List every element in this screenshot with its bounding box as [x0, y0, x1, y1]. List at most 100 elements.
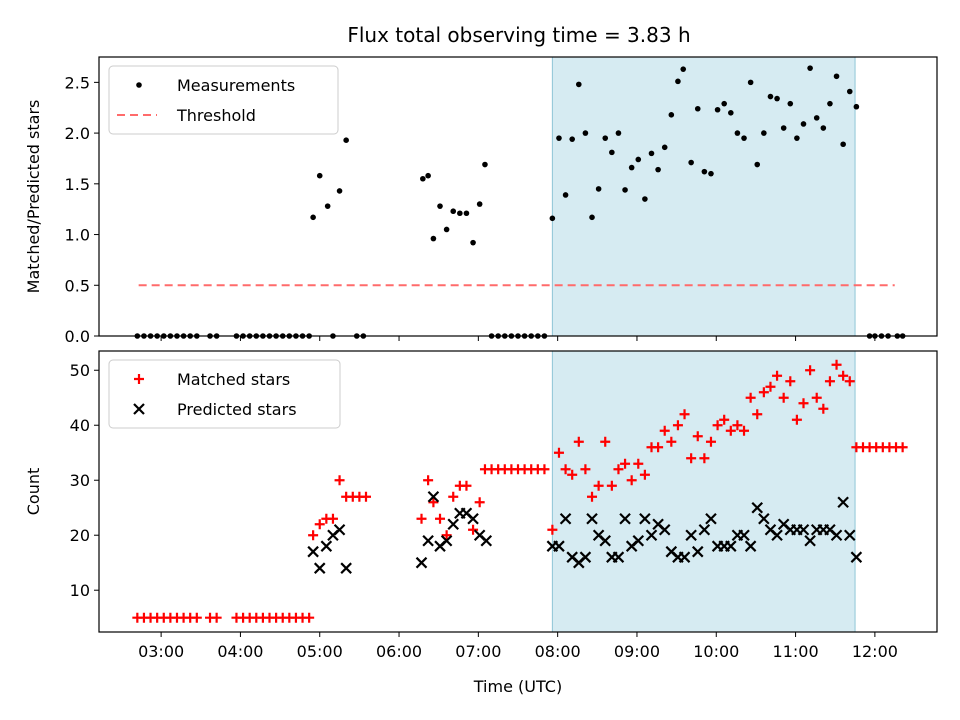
measurement-point [622, 187, 628, 193]
matched-star-point [360, 491, 371, 502]
matched-star-point [712, 420, 723, 431]
matched-star-point [653, 442, 664, 453]
predicted-star-point [725, 540, 737, 552]
measurement-point [734, 130, 741, 136]
matched-star-point [416, 513, 427, 524]
measurement-point [602, 135, 609, 141]
measurement-point [635, 156, 642, 163]
matched-star-point [692, 431, 703, 442]
measurement-point [747, 79, 754, 86]
legend-marker-plus [134, 374, 144, 384]
legend-label: Matched stars [177, 370, 290, 389]
legend: Measurements Threshold [108, 65, 339, 135]
measurement-point [437, 203, 443, 209]
y-axis-label: Count [24, 468, 43, 516]
measurement-point [820, 125, 827, 131]
matched-star-point [732, 420, 743, 431]
measurement-point [430, 235, 437, 242]
measurement-point [609, 149, 615, 156]
matched-star-point [752, 409, 763, 420]
matched-star-point [818, 403, 829, 414]
matched-star-point [567, 469, 578, 480]
legend-label: Measurements [177, 76, 295, 95]
predicted-star-point [320, 540, 333, 552]
matched-star-point [725, 425, 736, 436]
predicted-star-point [744, 540, 757, 552]
matched-star-point [639, 469, 650, 480]
matched-star-point [474, 497, 485, 508]
measurement-point [688, 159, 694, 166]
matched-star-point [824, 376, 835, 387]
y-tick-label: 20 [70, 526, 90, 545]
matched-star-point [633, 458, 644, 469]
measurement-point [761, 130, 767, 136]
predicted-star-point [658, 523, 671, 536]
measurement-point [714, 106, 721, 113]
x-tick-label: 06:00 [376, 642, 422, 661]
matched-star-point [211, 612, 222, 623]
measurement-point [708, 170, 714, 177]
measurement-point [668, 112, 675, 118]
predicted-star-point [797, 523, 810, 536]
matched-star-point [897, 442, 908, 453]
matched-star-point [308, 530, 319, 541]
predicted-star-point [691, 545, 704, 558]
predicted-star-point [619, 512, 631, 525]
y-tick-label: 1.5 [65, 175, 90, 194]
measurement-point [833, 73, 840, 80]
predicted-star-point [685, 529, 697, 541]
matched-star-point [699, 453, 710, 464]
measurement-point [595, 186, 602, 192]
matched-star-point [423, 475, 434, 486]
measurement-point [846, 88, 853, 95]
measurement-point [457, 210, 463, 217]
predicted-star-point [480, 534, 493, 547]
measurement-point [787, 100, 794, 107]
legend-frame [108, 359, 341, 429]
matched-star-point [831, 359, 842, 370]
legend-marker-x [133, 403, 145, 415]
measurement-point [450, 208, 457, 215]
measurement-point [648, 150, 655, 157]
matched-star-point [659, 425, 670, 436]
y-tick-label: 0.0 [65, 327, 90, 346]
matched-star-point [573, 436, 584, 447]
x-tick-label: 12:00 [852, 642, 898, 661]
matched-star-point [778, 392, 789, 403]
matched-star-point [334, 475, 345, 486]
y-tick-label: 1.0 [65, 226, 90, 245]
matched-star-point [719, 414, 730, 425]
matched-star-point [772, 370, 783, 381]
measurement-point [549, 215, 556, 222]
y-tick-label: 10 [70, 581, 90, 600]
measurement-point [853, 103, 860, 110]
measurement-point [324, 203, 331, 209]
predicted-star-point [698, 523, 711, 536]
predicted-star-point [830, 529, 843, 541]
matched-star-point [593, 480, 604, 491]
measurement-point [463, 210, 470, 217]
predicted-star-point [645, 529, 658, 541]
predicted-star-point [333, 523, 346, 536]
x-tick-label: 11:00 [773, 642, 819, 661]
measurement-point [680, 66, 687, 72]
predicted-star-point [705, 512, 717, 525]
measurement-point [800, 121, 807, 127]
matched-star-point [547, 524, 558, 535]
x-axis-label: Time (UTC) [473, 677, 562, 696]
matched-star-point [838, 370, 849, 381]
measurement-point [569, 136, 575, 142]
predicted-star-point [843, 529, 856, 541]
predicted-star-point [447, 518, 460, 530]
measurement-point [482, 161, 488, 168]
predicted-star-point [639, 512, 651, 525]
measurement-point [774, 95, 780, 102]
axes-frame [98, 350, 938, 633]
y-tick-label: 50 [70, 361, 90, 380]
x-tick-label: 09:00 [614, 642, 660, 661]
predicted-star-point [751, 501, 764, 514]
measurement-point [582, 130, 589, 136]
legend-label: Predicted stars [177, 400, 297, 419]
shaded-region [551, 350, 856, 633]
matched-star-point [441, 530, 452, 541]
